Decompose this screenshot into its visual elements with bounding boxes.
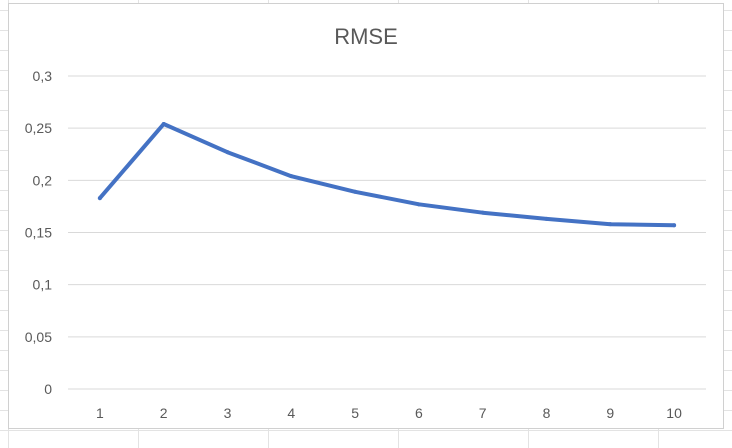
data-point: [608, 222, 613, 227]
x-tick-label: 7: [479, 405, 487, 421]
x-tick-label: 9: [606, 405, 614, 421]
x-tick-label: 5: [351, 405, 359, 421]
y-tick-label: 0,25: [25, 120, 52, 136]
x-tick-label: 2: [160, 405, 168, 421]
y-tick-label: 0: [44, 381, 52, 397]
gridlines: [68, 75, 706, 390]
x-tick-label: 1: [96, 405, 104, 421]
data-point: [161, 121, 166, 126]
y-tick-label: 0,1: [33, 277, 53, 293]
y-tick-label: 0,2: [33, 172, 53, 188]
x-tick-label: 4: [287, 405, 295, 421]
x-tick-label: 6: [415, 405, 423, 421]
series-line: [97, 122, 677, 228]
data-point: [353, 189, 358, 194]
x-axis-tick-labels: 1 2 3 4 5 6 7 8 9 10: [96, 405, 682, 421]
x-tick-label: 3: [224, 405, 232, 421]
chart-area[interactable]: RMSE: [8, 3, 724, 429]
data-point: [544, 216, 549, 221]
data-point: [289, 174, 294, 179]
data-point: [480, 210, 485, 215]
chart-title: RMSE: [334, 24, 398, 49]
data-point: [225, 150, 230, 155]
data-point: [97, 196, 102, 201]
data-point: [416, 202, 421, 207]
y-tick-label: 0,3: [33, 68, 53, 84]
series-lines: [97, 121, 677, 228]
y-axis-tick-labels: 0 0,05 0,1 0,15 0,2 0,25 0,3: [25, 68, 52, 397]
data-point: [672, 223, 677, 228]
y-tick-label: 0,05: [25, 329, 52, 345]
x-tick-label: 10: [666, 405, 682, 421]
y-tick-label: 0,15: [25, 225, 52, 241]
x-tick-label: 8: [543, 405, 551, 421]
